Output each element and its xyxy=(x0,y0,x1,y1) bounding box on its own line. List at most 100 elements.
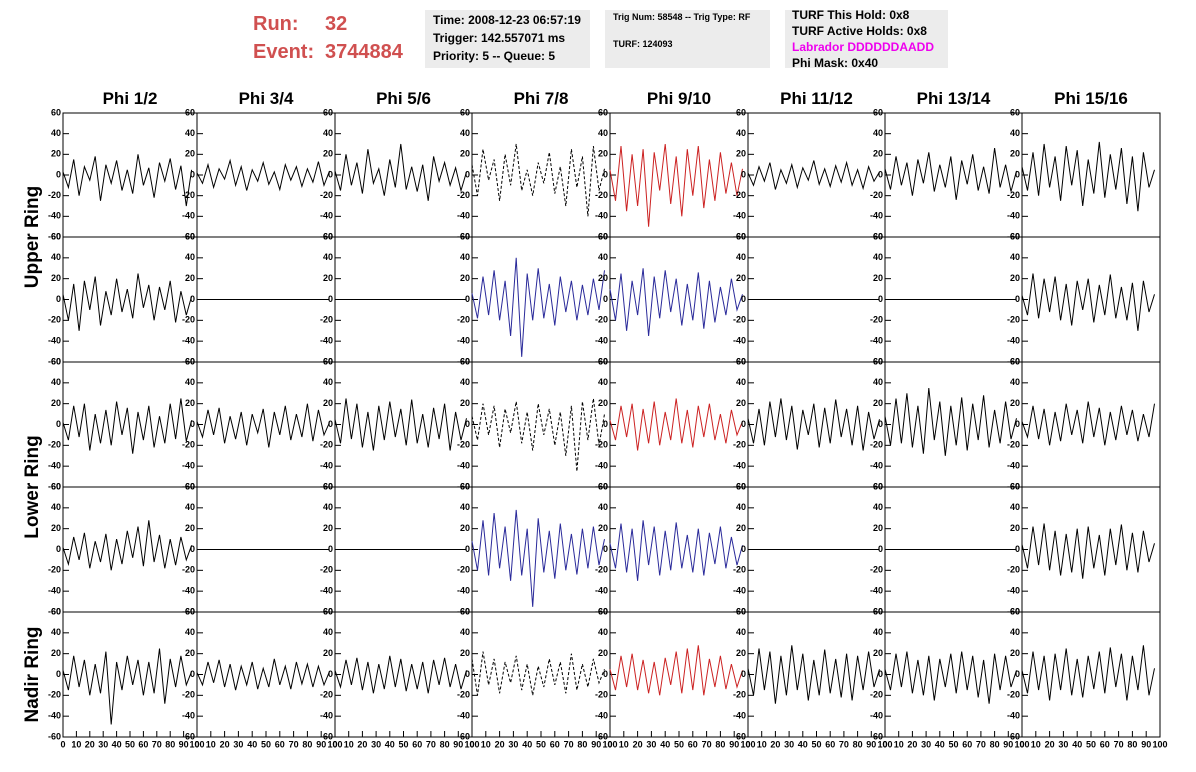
y-tick-label: -60 xyxy=(870,481,883,491)
info-line: Trigger: 142.557071 ms xyxy=(433,31,565,45)
y-tick-label: -60 xyxy=(457,481,470,491)
y-tick-label: 0 xyxy=(56,419,61,429)
y-tick-label: 0 xyxy=(328,669,333,679)
y-tick-label: -40 xyxy=(320,711,333,721)
info-line: Priority: 5 -- Queue: 5 xyxy=(433,49,555,63)
y-tick-label: -20 xyxy=(870,690,883,700)
panel-frame xyxy=(196,611,336,738)
y-tick-label: -60 xyxy=(595,356,608,366)
column-header: Phi 7/8 xyxy=(514,89,569,108)
x-tick-label: 60 xyxy=(412,739,422,749)
y-tick-label: 0 xyxy=(56,169,61,179)
y-tick-label: -60 xyxy=(595,231,608,241)
waveform xyxy=(609,268,743,337)
y-tick-label: 40 xyxy=(323,252,333,262)
y-tick-label: -20 xyxy=(182,565,195,575)
waveform xyxy=(884,148,1017,200)
y-tick-label: 20 xyxy=(51,149,61,159)
y-tick-label: 40 xyxy=(1010,377,1020,387)
y-tick-label: 40 xyxy=(460,377,470,387)
x-tick-label: 40 xyxy=(112,739,122,749)
y-tick-label: -20 xyxy=(870,315,883,325)
y-tick-label: 60 xyxy=(323,606,333,616)
x-tick-label: 30 xyxy=(233,739,243,749)
y-tick-label: 20 xyxy=(873,273,883,283)
waveform xyxy=(62,648,193,725)
waveform xyxy=(609,143,743,227)
y-tick-label: 40 xyxy=(185,377,195,387)
x-tick-label: 20 xyxy=(495,739,505,749)
row-label: Nadir Ring xyxy=(22,626,43,722)
y-tick-label: -40 xyxy=(870,586,883,596)
y-tick-label: 60 xyxy=(323,107,333,117)
y-tick-label: -60 xyxy=(870,231,883,241)
y-tick-label: 60 xyxy=(51,231,61,241)
waveform xyxy=(747,398,880,451)
y-tick-label: 0 xyxy=(465,669,470,679)
x-tick-label: 50 xyxy=(674,739,684,749)
y-tick-label: -40 xyxy=(1007,586,1020,596)
waveform xyxy=(747,160,880,191)
x-tick-label: 30 xyxy=(1058,739,1068,749)
y-tick-label: 40 xyxy=(51,627,61,637)
column-header: Phi 11/12 xyxy=(780,89,853,108)
x-tick-label: 0 xyxy=(882,739,887,749)
y-tick-label: 60 xyxy=(185,481,195,491)
y-tick-label: -20 xyxy=(733,440,746,450)
y-tick-label: 60 xyxy=(460,107,470,117)
waveform xyxy=(1021,401,1155,446)
y-tick-label: 0 xyxy=(328,419,333,429)
y-tick-label: 40 xyxy=(323,128,333,138)
x-tick-label: 40 xyxy=(247,739,257,749)
y-tick-label: 20 xyxy=(51,273,61,283)
x-tick-label: 40 xyxy=(935,739,945,749)
y-tick-label: 0 xyxy=(465,294,470,304)
panel-frame xyxy=(747,112,886,238)
x-tick-label: 90 xyxy=(866,739,876,749)
y-tick-label: -60 xyxy=(1007,231,1020,241)
y-tick-label: 20 xyxy=(873,398,883,408)
y-tick-label: 0 xyxy=(328,294,333,304)
x-tick-label: 90 xyxy=(453,739,463,749)
y-tick-label: 60 xyxy=(873,481,883,491)
y-tick-label: 40 xyxy=(736,128,746,138)
y-tick-label: 20 xyxy=(598,523,608,533)
y-tick-label: -60 xyxy=(870,731,883,741)
y-tick-label: 0 xyxy=(465,544,470,554)
y-tick-label: 60 xyxy=(598,606,608,616)
y-tick-label: 0 xyxy=(603,294,608,304)
y-tick-label: 20 xyxy=(323,648,333,658)
x-tick-label: 60 xyxy=(275,739,285,749)
y-tick-label: -60 xyxy=(595,606,608,616)
y-tick-label: 60 xyxy=(598,107,608,117)
y-tick-label: 20 xyxy=(185,523,195,533)
panel-frame xyxy=(334,112,473,238)
y-tick-label: -20 xyxy=(457,440,470,450)
y-tick-label: -40 xyxy=(457,461,470,471)
event-label: Event: xyxy=(253,41,314,63)
x-tick-label: 50 xyxy=(536,739,546,749)
y-tick-label: -60 xyxy=(733,231,746,241)
y-tick-label: 40 xyxy=(873,502,883,512)
y-tick-label: -60 xyxy=(733,481,746,491)
x-tick-label: 10 xyxy=(619,739,629,749)
y-tick-label: 20 xyxy=(460,398,470,408)
y-tick-label: 20 xyxy=(51,398,61,408)
column-header: Phi 1/2 xyxy=(103,89,158,108)
y-tick-label: -40 xyxy=(595,336,608,346)
panel-frame xyxy=(62,611,198,738)
y-tick-label: 40 xyxy=(1010,128,1020,138)
y-tick-label: 40 xyxy=(460,252,470,262)
y-tick-label: 20 xyxy=(736,523,746,533)
y-tick-label: 40 xyxy=(323,502,333,512)
y-tick-label: 0 xyxy=(878,544,883,554)
y-tick-label: 60 xyxy=(873,231,883,241)
waveform xyxy=(471,143,605,217)
x-tick-label: 90 xyxy=(1003,739,1013,749)
y-tick-label: 20 xyxy=(598,648,608,658)
y-tick-label: -40 xyxy=(182,461,195,471)
y-tick-label: -40 xyxy=(182,336,195,346)
x-tick-label: 10 xyxy=(71,739,81,749)
x-tick-label: 70 xyxy=(976,739,986,749)
x-tick-label: 70 xyxy=(839,739,849,749)
